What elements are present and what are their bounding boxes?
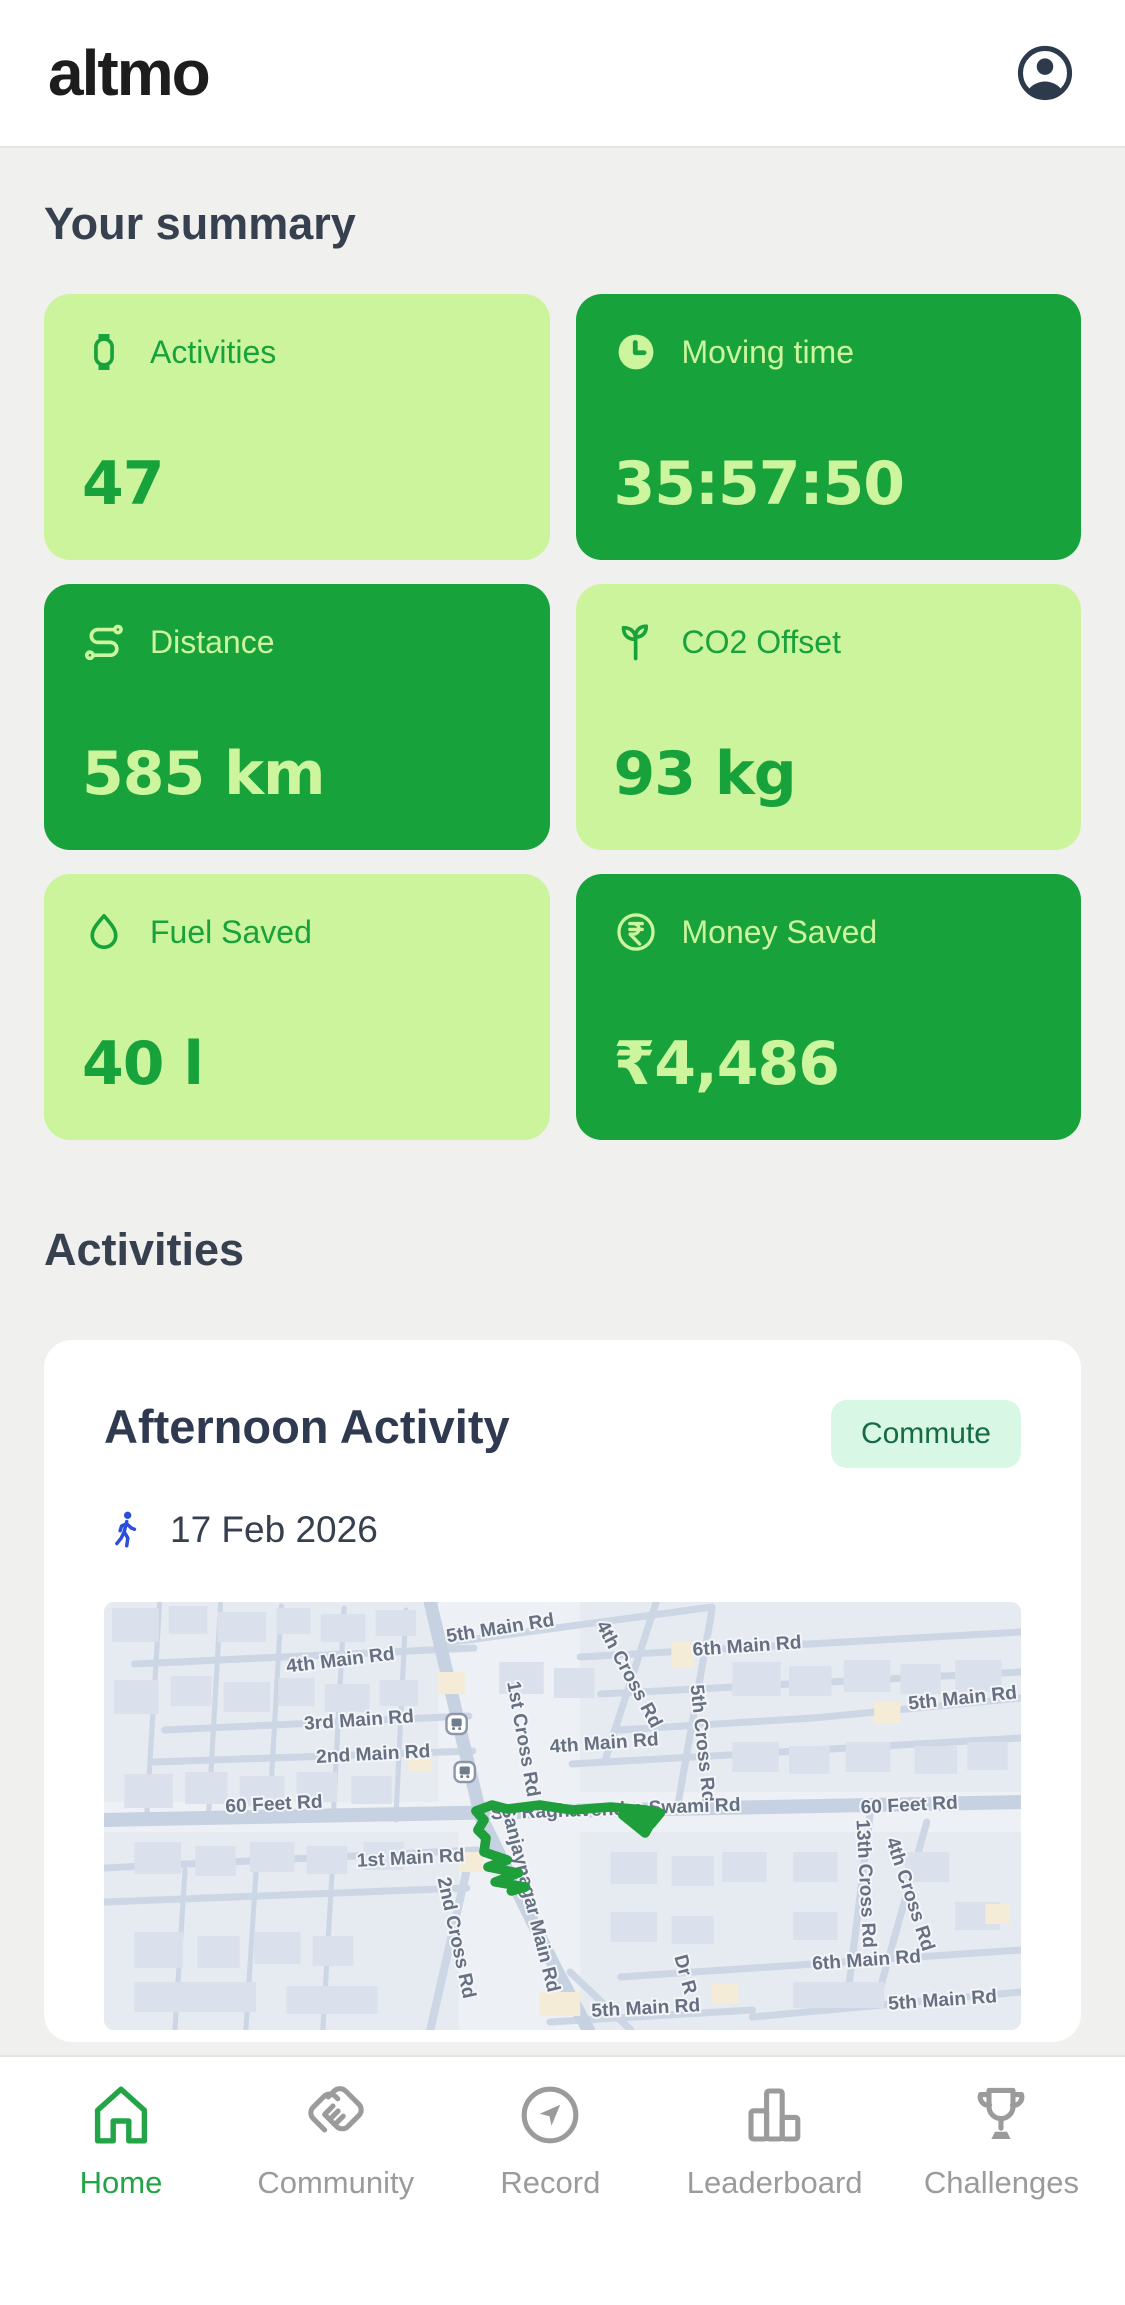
stat-value: 47 [82, 449, 164, 519]
activity-card[interactable]: Afternoon Activity Commute 17 Feb 2026 [44, 1340, 1081, 2042]
stat-label: Fuel Saved [150, 913, 312, 950]
stat-value: 93 kg [613, 739, 797, 809]
nav-item-challenges[interactable]: Challenges [924, 2079, 1079, 2201]
map-canvas: 5th Main Rd 6th Main Rd 4th Main Rd 5th … [104, 1602, 1021, 2030]
nav-item-home[interactable]: Home [46, 2079, 196, 2201]
stat-card-money-saved[interactable]: Money Saved ₹4,486 [575, 874, 1081, 1140]
activity-date: 17 Feb 2026 [170, 1509, 378, 1550]
activity-title: Afternoon Activity [104, 1400, 510, 1453]
nav-item-community[interactable]: Community [257, 2079, 414, 2201]
commute-badge: Commute [830, 1400, 1021, 1468]
record-icon [522, 2086, 579, 2144]
walking-icon [104, 1508, 148, 1552]
stat-card-activities[interactable]: Activities 47 [44, 294, 550, 560]
stat-card-co2-offset[interactable]: CO2 Offset 93 kg [575, 584, 1081, 850]
community-icon [308, 2086, 364, 2133]
sprout-icon [614, 620, 658, 664]
stat-value: 40 l [82, 1029, 204, 1099]
activity-route [471, 1800, 666, 1896]
stat-value: ₹4,486 [613, 1029, 841, 1099]
route-icon [82, 620, 126, 664]
app-header: altmo [0, 0, 1125, 148]
challenges-icon [978, 2087, 1025, 2139]
fitness-band-icon [82, 330, 126, 374]
stat-card-distance[interactable]: Distance 585 km [44, 584, 550, 850]
nav-label: Leaderboard [686, 2165, 863, 2200]
activity-map[interactable]: 5th Main Rd 6th Main Rd 4th Main Rd 5th … [104, 1602, 1021, 2030]
bottom-nav: Home Community Record Leaderboard [0, 2055, 1125, 2305]
stat-label: CO2 Offset [681, 623, 841, 660]
nav-item-leaderboard[interactable]: Leaderboard [687, 2079, 863, 2201]
droplet-icon [82, 910, 126, 954]
leaderboard-icon [748, 2088, 800, 2142]
summary-title: Your summary [44, 198, 356, 249]
rupee-icon [614, 910, 658, 954]
stat-value: 585 km [82, 739, 326, 809]
stat-label: Distance [150, 623, 275, 660]
bus-stop-icon [445, 1712, 477, 1784]
stat-card-fuel-saved[interactable]: Fuel Saved 40 l [44, 874, 550, 1140]
nav-item-record[interactable]: Record [475, 2079, 625, 2201]
nav-label: Challenges [923, 2165, 1079, 2200]
app-logo: altmo [48, 37, 211, 109]
nav-label: Home [79, 2165, 163, 2200]
main-content: Your summary Activities 47 [0, 198, 1125, 2042]
nav-label: Community [257, 2165, 415, 2200]
home-icon [94, 2086, 148, 2144]
profile-icon [1017, 45, 1073, 101]
stat-label: Money Saved [681, 913, 878, 950]
stat-card-moving-time[interactable]: Moving time 35:57:50 [575, 294, 1081, 560]
stat-label: Activities [150, 333, 277, 370]
summary-grid: Activities 47 Moving time 35:57:50 [44, 294, 1081, 1140]
profile-button[interactable] [1013, 41, 1077, 105]
activities-title: Activities [44, 1224, 245, 1275]
clock-icon [614, 330, 658, 374]
nav-label: Record [500, 2165, 601, 2200]
stat-value: 35:57:50 [613, 449, 905, 519]
stat-label: Moving time [681, 333, 855, 370]
